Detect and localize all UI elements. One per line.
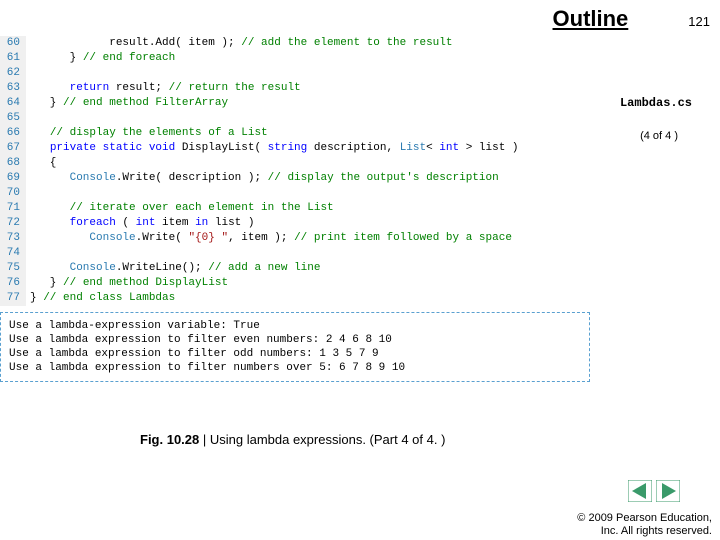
figure-caption: Fig. 10.28 | Using lambda expressions. (… [140, 432, 445, 447]
code-line: 60 result.Add( item ); // add the elemen… [0, 36, 590, 51]
figure-number: Fig. 10.28 [140, 432, 199, 447]
code-content: result.Add( item ); // add the element t… [26, 36, 452, 51]
outline-link[interactable]: Outline [553, 6, 629, 32]
output-line: Use a lambda expression to filter number… [9, 361, 581, 375]
code-content [26, 66, 30, 81]
line-number: 70 [0, 186, 26, 201]
code-content: { [26, 156, 56, 171]
line-number: 67 [0, 141, 26, 156]
code-line: 68 { [0, 156, 590, 171]
code-line: 77} // end class Lambdas [0, 291, 590, 306]
output-line: Use a lambda expression to filter odd nu… [9, 347, 581, 361]
copyright-line2: Inc. All rights reserved. [577, 525, 712, 538]
output-box: Use a lambda-expression variable: TrueUs… [0, 312, 590, 382]
code-content: // display the elements of a List [26, 126, 268, 141]
line-number: 74 [0, 246, 26, 261]
line-number: 65 [0, 111, 26, 126]
code-content: // iterate over each element in the List [26, 201, 334, 216]
code-content: } // end method FilterArray [26, 96, 228, 111]
code-line: 67 private static void DisplayList( stri… [0, 141, 590, 156]
code-line: 75 Console.WriteLine(); // add a new lin… [0, 261, 590, 276]
code-line: 63 return result; // return the result [0, 81, 590, 96]
line-number: 64 [0, 96, 26, 111]
code-line: 76 } // end method DisplayList [0, 276, 590, 291]
line-number: 76 [0, 276, 26, 291]
line-number: 63 [0, 81, 26, 96]
copyright: © 2009 Pearson Education, Inc. All right… [577, 512, 712, 538]
line-number: 77 [0, 291, 26, 306]
output-line: Use a lambda-expression variable: True [9, 319, 581, 333]
line-number: 60 [0, 36, 26, 51]
code-content: } // end foreach [26, 51, 175, 66]
code-line: 66 // display the elements of a List [0, 126, 590, 141]
code-line: 71 // iterate over each element in the L… [0, 201, 590, 216]
code-content: Console.Write( description ); // display… [26, 171, 499, 186]
prev-icon[interactable] [628, 480, 652, 502]
part-label: (4 of 4 ) [640, 130, 678, 142]
code-content: } // end method DisplayList [26, 276, 228, 291]
page-number: 121 [688, 14, 710, 29]
code-content: } // end class Lambdas [26, 291, 175, 306]
code-line: 62 [0, 66, 590, 81]
line-number: 66 [0, 126, 26, 141]
line-number: 62 [0, 66, 26, 81]
code-line: 64 } // end method FilterArray [0, 96, 590, 111]
code-line: 70 [0, 186, 590, 201]
code-content: return result; // return the result [26, 81, 301, 96]
code-line: 61 } // end foreach [0, 51, 590, 66]
code-content: Console.Write( "{0} ", item ); // print … [26, 231, 512, 246]
line-number: 69 [0, 171, 26, 186]
next-icon[interactable] [656, 480, 680, 502]
code-content: foreach ( int item in list ) [26, 216, 254, 231]
code-content [26, 111, 30, 126]
figure-text: | Using lambda expressions. (Part 4 of 4… [199, 432, 445, 447]
line-number: 73 [0, 231, 26, 246]
copyright-line1: © 2009 Pearson Education, [577, 512, 712, 525]
code-listing: 60 result.Add( item ); // add the elemen… [0, 36, 590, 382]
output-line: Use a lambda expression to filter even n… [9, 333, 581, 347]
code-line: 65 [0, 111, 590, 126]
code-line: 73 Console.Write( "{0} ", item ); // pri… [0, 231, 590, 246]
code-line: 69 Console.Write( description ); // disp… [0, 171, 590, 186]
line-number: 72 [0, 216, 26, 231]
line-number: 61 [0, 51, 26, 66]
code-content: Console.WriteLine(); // add a new line [26, 261, 320, 276]
line-number: 68 [0, 156, 26, 171]
header: Outline 121 [553, 6, 710, 32]
code-content [26, 186, 30, 201]
nav-buttons [628, 480, 680, 502]
line-number: 71 [0, 201, 26, 216]
code-content [26, 246, 30, 261]
code-line: 72 foreach ( int item in list ) [0, 216, 590, 231]
code-content: private static void DisplayList( string … [26, 141, 519, 156]
line-number: 75 [0, 261, 26, 276]
code-line: 74 [0, 246, 590, 261]
file-label: Lambdas.cs [620, 96, 692, 110]
